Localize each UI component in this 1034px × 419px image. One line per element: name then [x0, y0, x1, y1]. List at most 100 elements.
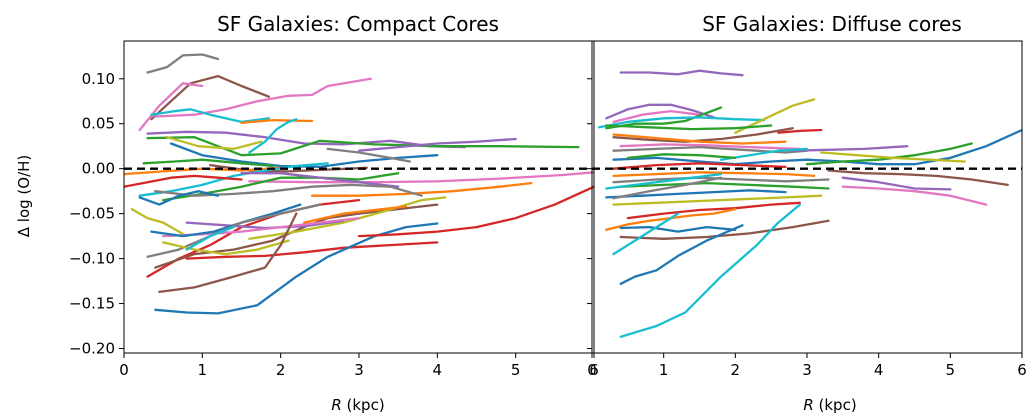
- right-series-line-10: [619, 143, 801, 151]
- left-axes-frame: [123, 40, 595, 354]
- left-series-line-34: [185, 225, 235, 251]
- y-axis-label: Δ log (O/H): [15, 155, 33, 238]
- left-series-line-38: [357, 185, 594, 238]
- left-series-line-1: [150, 74, 271, 121]
- left-series-line-12: [248, 118, 298, 154]
- left-x-axis-label: R (kpc): [331, 396, 384, 414]
- left-x-axis-label-var: R: [331, 396, 341, 414]
- left-x-tick-label: 6: [589, 361, 599, 379]
- left-series-line-3: [154, 77, 372, 118]
- right-series-line-32: [619, 224, 744, 285]
- right-series-line-13: [612, 128, 1022, 166]
- left-series-line-18: [310, 181, 533, 197]
- left-y-tick-label: 0.05: [82, 115, 115, 133]
- left-series-line-8: [357, 137, 517, 152]
- right-series-line-21: [619, 181, 830, 190]
- right-x-tick-label: 2: [731, 361, 741, 379]
- right-x-axis-label-unit: (kpc): [814, 396, 857, 414]
- right-series-line-18: [827, 169, 1009, 187]
- right-series-line-3: [605, 106, 723, 130]
- right-series-line-8: [612, 127, 794, 143]
- right-series-line-34: [612, 212, 680, 256]
- left-series-line-35: [185, 241, 439, 260]
- right-x-tick-label: 1: [659, 361, 669, 379]
- left-series-line-11: [326, 147, 412, 163]
- right-x-tick-label: 6: [1017, 361, 1027, 379]
- left-series-line-27: [248, 196, 447, 240]
- left-series-line-37: [154, 222, 439, 315]
- right-series-line-15: [820, 151, 966, 163]
- left-y-tick-label: 0.00: [82, 160, 115, 178]
- left-series-line-17: [248, 171, 594, 184]
- left-x-tick-label: 1: [198, 361, 208, 379]
- left-series-line-21: [240, 172, 400, 188]
- left-series-line-19: [124, 174, 243, 188]
- left-y-tick-label: −0.10: [69, 250, 115, 268]
- right-series-line-29: [619, 225, 737, 233]
- left-series-line-36: [158, 212, 298, 294]
- right-series-line-2: [612, 109, 701, 124]
- left-plot-area: 0 1 2 3 4 5 6 0.10 0.05 0.00 −0.05 −0.10 −0.15 −0.20: [69, 40, 599, 379]
- right-series-line-1: [605, 103, 715, 120]
- left-y-tick-label: −0.05: [69, 205, 115, 223]
- left-series-line-5: [240, 118, 314, 124]
- right-series-line-5: [734, 98, 816, 134]
- left-y-tick-label: −0.20: [69, 340, 115, 358]
- right-series-line-7: [777, 128, 823, 134]
- left-series-line-0: [146, 53, 220, 74]
- left-series-line-31: [150, 203, 302, 238]
- right-series-line-6: [605, 124, 773, 131]
- right-x-tick-label: 4: [874, 361, 884, 379]
- left-x-tick-label: 2: [276, 361, 286, 379]
- right-series-line-31: [612, 176, 723, 200]
- left-x-tick-label: 5: [511, 361, 521, 379]
- left-series-group: [124, 53, 594, 315]
- right-series-line-24: [605, 189, 787, 199]
- right-panel-title: SF Galaxies: Diffuse cores: [702, 12, 962, 36]
- right-x-tick-label: 0: [587, 361, 597, 379]
- right-x-axis-label: R (kpc): [803, 396, 856, 414]
- right-series-line-27: [626, 201, 801, 220]
- right-x-axis-label-var: R: [803, 396, 813, 414]
- left-series-line-23: [154, 183, 423, 197]
- left-series-line-33: [162, 239, 290, 256]
- left-series-line-2: [138, 82, 204, 132]
- left-series-line-30: [303, 205, 408, 224]
- left-y-tick-label: −0.15: [69, 295, 115, 313]
- left-series-line-7: [146, 136, 580, 157]
- right-series-line-22: [841, 176, 952, 191]
- right-series-line-0: [619, 69, 744, 77]
- right-series-line-30: [619, 219, 830, 240]
- left-series-line-20: [162, 172, 400, 202]
- left-series-line-14: [209, 163, 368, 173]
- right-x-tick-label: 3: [802, 361, 812, 379]
- right-series-line-17: [612, 162, 787, 170]
- right-series-line-25: [612, 194, 823, 206]
- right-plot-area: 0 1 2 3 4 5 6: [587, 40, 1027, 379]
- left-x-tick-label: 0: [119, 361, 129, 379]
- right-series-line-9: [612, 133, 787, 145]
- left-panel: SF Galaxies: Compact Cores Δ log (O/H) R…: [15, 12, 599, 414]
- left-series-line-22: [130, 207, 188, 238]
- left-x-axis-label-unit: (kpc): [342, 396, 385, 414]
- left-x-tick-label: 3: [354, 361, 364, 379]
- left-panel-title: SF Galaxies: Compact Cores: [217, 12, 499, 36]
- left-y-tick-label: 0.10: [82, 70, 115, 88]
- left-series-line-13: [142, 158, 274, 168]
- right-series-line-35: [626, 153, 737, 160]
- right-series-line-33: [619, 203, 801, 338]
- right-series-group: [592, 69, 1022, 338]
- right-series-line-11: [612, 145, 809, 154]
- right-series-line-4: [598, 116, 766, 129]
- right-panel: SF Galaxies: Diffuse cores R (kpc) 0 1 2 3 4…: [587, 12, 1027, 414]
- right-series-line-26: [605, 172, 723, 190]
- left-series-line-24: [138, 190, 220, 206]
- left-series-line-9: [165, 136, 263, 151]
- right-x-tick-label: 5: [946, 361, 956, 379]
- right-series-line-12: [791, 145, 909, 152]
- left-series-line-16: [138, 162, 329, 197]
- right-series-line-23: [841, 185, 988, 206]
- left-x-tick-label: 4: [433, 361, 443, 379]
- right-series-line-19: [612, 171, 816, 178]
